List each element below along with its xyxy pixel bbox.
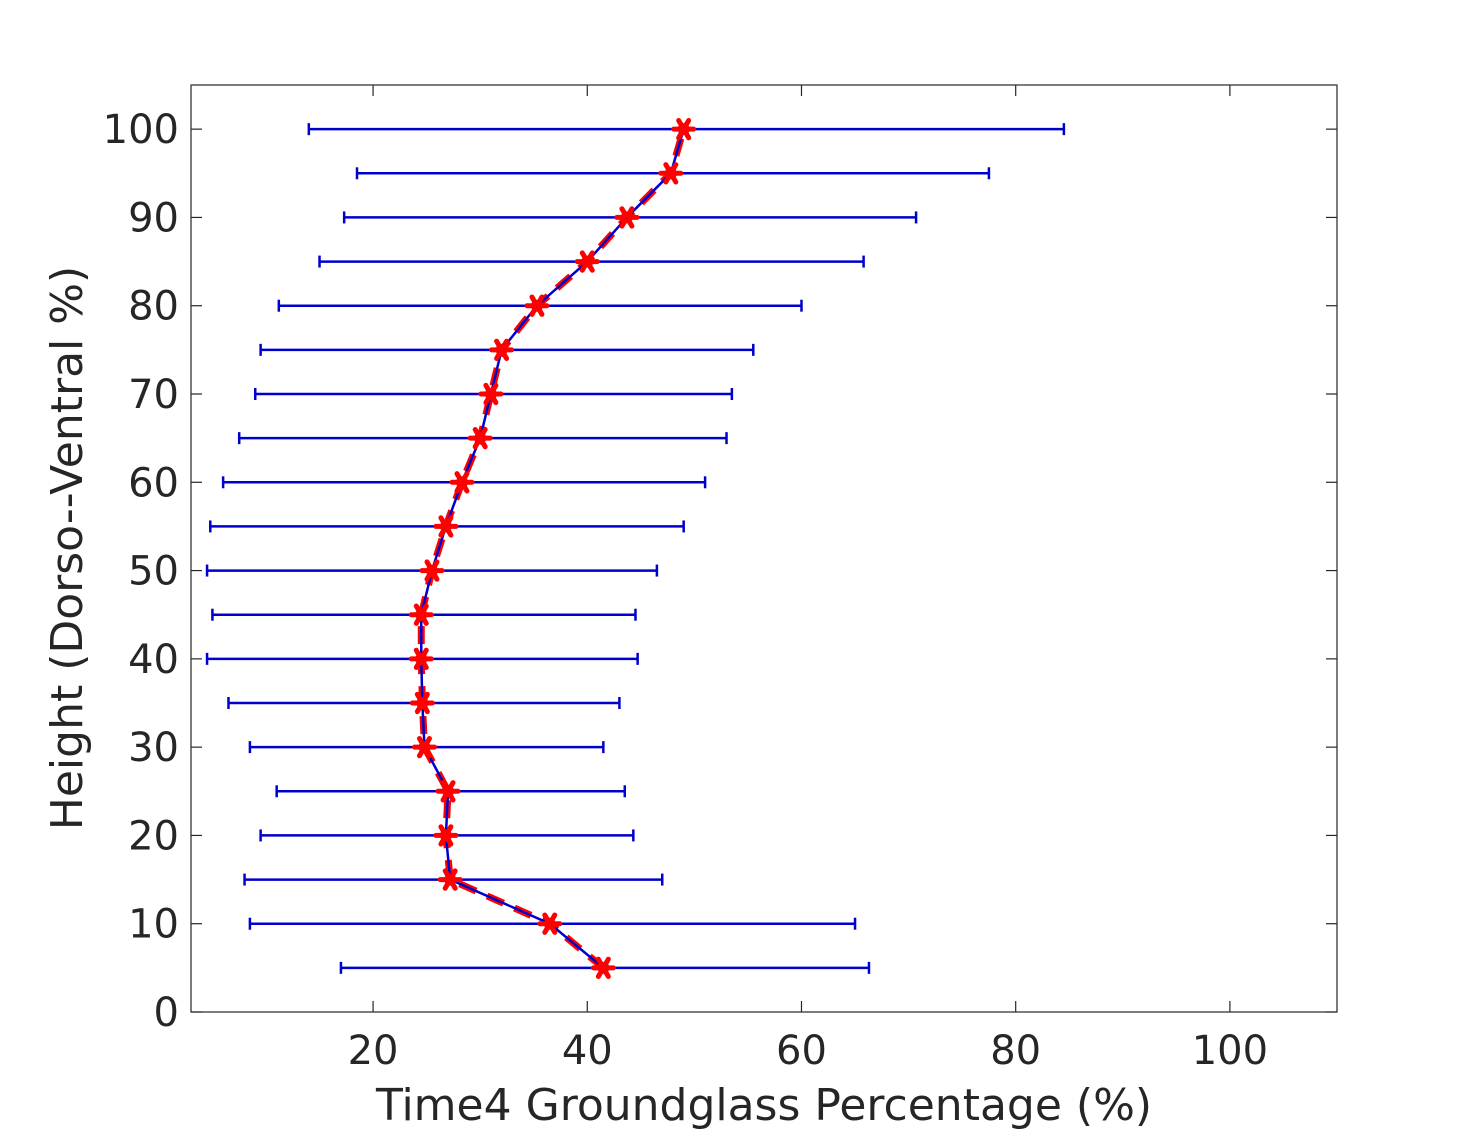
data-point-marker [419,559,445,582]
data-point-marker [408,647,434,671]
x-axis-label: Time4 Groundglass Percentage (%) [375,1080,1152,1131]
y-tick-label: 10 [128,902,179,948]
series-line [417,128,688,971]
markers [408,117,697,980]
y-ticks: 0 10 20 30 40 50 60 70 80 90 100 [103,107,1337,1036]
y-tick-label: 0 [154,990,179,1036]
data-point-marker [435,780,461,803]
x-tick-label: 20 [348,1028,399,1074]
y-tick-label: 100 [103,107,179,153]
plot-area [191,85,1337,1012]
data-point-marker [524,294,550,317]
data-point-marker [658,162,684,185]
data-point-marker [433,824,459,847]
x-tick-label: 80 [990,1028,1041,1074]
data-point-marker [437,868,463,891]
y-tick-label: 90 [128,195,179,241]
data-point-marker [590,956,616,980]
data-point-marker [449,471,475,494]
y-axis-label: Height (Dorso--Ventral %) [42,266,93,830]
data-point-marker [671,117,697,141]
data-point-marker [411,735,437,759]
x-tick-label: 60 [776,1028,827,1074]
y-tick-label: 60 [128,460,179,506]
x-ticks: 20 40 60 80 100 [348,85,1268,1074]
data-point-marker [574,250,600,273]
data-point-marker [537,912,563,935]
data-point-marker [489,338,515,362]
y-tick-label: 40 [128,637,179,683]
y-tick-label: 80 [128,284,179,330]
plot-frame [190,84,1338,1013]
data-point-marker [433,515,459,538]
data-point-marker [614,206,640,229]
x-tick-label: 40 [562,1028,613,1074]
y-tick-label: 30 [128,725,179,771]
data-point-marker [478,382,504,406]
x-tick-label: 100 [1192,1028,1268,1074]
data-point-marker [409,691,435,715]
mean-line [420,128,685,969]
data-point-marker [408,603,434,626]
y-tick-label: 70 [128,372,179,418]
y-tick-label: 20 [128,813,179,859]
y-tick-label: 50 [128,549,179,595]
data-point-marker [467,426,493,450]
